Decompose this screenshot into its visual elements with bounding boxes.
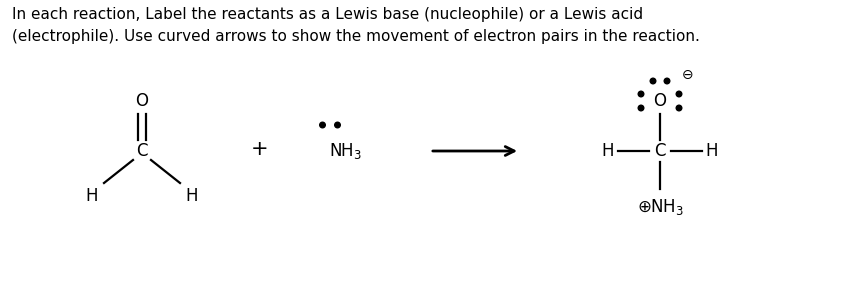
Circle shape xyxy=(335,122,340,128)
Text: H: H xyxy=(86,187,99,205)
Circle shape xyxy=(638,105,644,111)
Circle shape xyxy=(676,91,682,97)
Circle shape xyxy=(638,91,644,97)
Text: ⊕NH$_3$: ⊕NH$_3$ xyxy=(637,197,683,217)
Circle shape xyxy=(664,78,670,84)
Text: NH$_3$: NH$_3$ xyxy=(329,141,362,161)
Text: +: + xyxy=(251,139,269,159)
Text: O: O xyxy=(136,92,149,110)
Circle shape xyxy=(650,78,656,84)
Text: O: O xyxy=(653,92,667,110)
Text: C: C xyxy=(654,142,666,160)
Text: (electrophile). Use curved arrows to show the movement of electron pairs in the : (electrophile). Use curved arrows to sho… xyxy=(12,29,700,44)
Text: C: C xyxy=(137,142,148,160)
Text: H: H xyxy=(602,142,614,160)
Circle shape xyxy=(676,105,682,111)
Text: In each reaction, Label the reactants as a Lewis base (nucleophile) or a Lewis a: In each reaction, Label the reactants as… xyxy=(12,7,643,22)
Circle shape xyxy=(320,122,325,128)
Text: H: H xyxy=(706,142,718,160)
Text: H: H xyxy=(186,187,198,205)
Text: ⊖: ⊖ xyxy=(682,68,694,82)
